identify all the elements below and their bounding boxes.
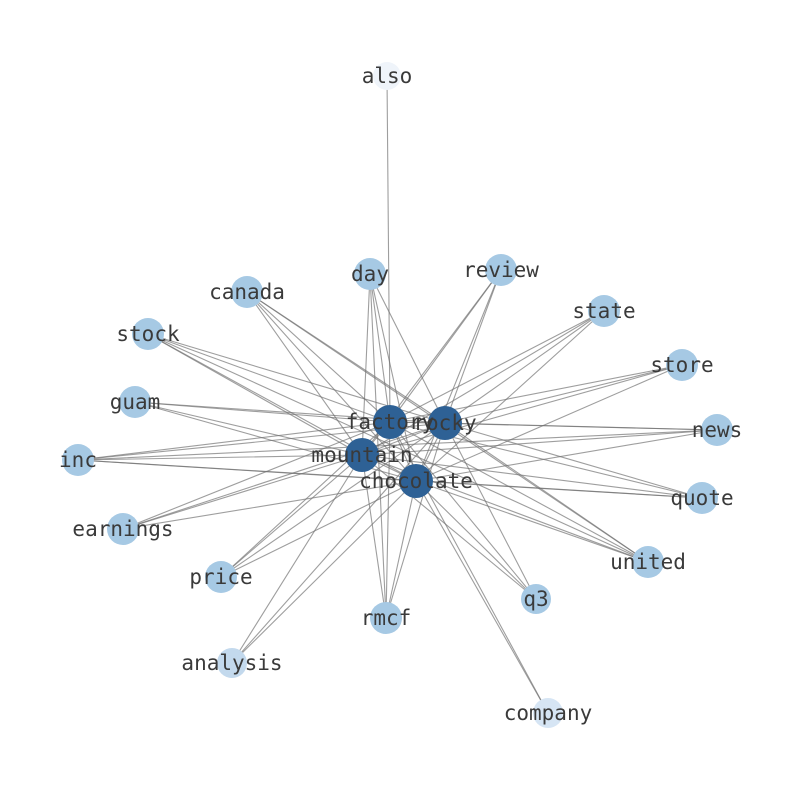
node-factory [373,405,407,439]
edge-price-rocky [220,422,446,578]
edge-news-chocolate [415,429,718,482]
edge-q3-chocolate [415,480,537,600]
node-label-day: day [351,262,389,286]
edge-price-chocolate [220,480,417,578]
edge-inc-quote [77,459,703,499]
node-rocky [428,406,462,440]
node-label-chocolate: chocolate [359,469,473,493]
edge-q3-rocky [444,422,537,600]
edge-canada-factory [246,291,391,423]
edge-earnings-mountain [122,454,363,530]
edge-rmcf-mountain [361,454,387,619]
edge-rmcf-rocky [385,422,446,619]
edge-day-rocky [369,273,446,424]
node-label-inc: inc [59,448,97,472]
node-rmcf [370,602,402,634]
edge-q3-factory [389,421,537,600]
edge-store-rocky [444,364,683,424]
node-label-review: review [463,258,539,282]
node-label-rocky: rocky [413,411,476,435]
edge-analysis-chocolate [231,480,417,664]
edge-review-chocolate [415,269,502,482]
node-store [666,349,698,381]
edge-earnings-rocky [122,422,446,530]
edge-state-rocky [444,310,605,424]
edge-store-chocolate [415,364,683,482]
node-label-canada: canada [209,280,285,304]
edge-rmcf-chocolate [385,480,417,619]
node-quote [686,482,718,514]
node-price [205,561,237,593]
node-mountain [345,438,379,472]
edge-quote-rocky [444,422,703,499]
edge-inc-mountain [77,454,363,461]
node-label-state: state [572,299,635,323]
edge-day-factory [369,273,391,423]
node-label-company: company [504,701,593,725]
node-review [485,254,517,286]
node-analysis [217,648,247,678]
node-chocolate [399,464,433,498]
edge-day-chocolate [369,273,417,482]
node-label-price: price [189,565,252,589]
node-label-stock: stock [116,322,180,346]
node-label-store: store [650,353,713,377]
edge-guam-mountain [134,401,363,456]
node-label-quote: quote [670,486,733,510]
node-guam [119,386,151,418]
node-label-earnings: earnings [72,517,173,541]
labels-layer: also day review canada state stock store guam ne… [59,64,742,725]
edge-store-mountain [361,364,683,456]
edge-company-chocolate [415,480,549,714]
edge-also-factory [386,75,391,423]
node-inc [62,444,94,476]
node-canada [231,276,263,308]
node-label-analysis: analysis [181,651,282,675]
edge-rmcf-factory [385,421,391,619]
node-also [373,62,401,90]
node-stock [132,318,164,350]
node-news [701,414,733,446]
node-label-also: also [362,64,413,88]
edge-news-mountain [361,429,718,456]
node-label-mountain: mountain [311,443,412,467]
node-label-united: united [610,550,686,574]
edges-layer [77,75,718,714]
edge-state-factory [389,310,605,423]
node-label-guam: guam [110,390,161,414]
edge-news-rocky [444,422,718,431]
nodes-layer [62,62,733,728]
edge-inc-news [77,429,718,461]
node-state [588,295,620,327]
node-label-rmcf: rmcf [361,606,412,630]
edge-canada-chocolate [246,291,417,482]
edge-inc-factory [77,421,391,461]
edge-review-rocky [444,269,502,424]
edge-analysis-mountain [231,454,363,664]
edge-analysis-rocky [231,422,446,664]
edge-earnings-factory [122,421,391,530]
edge-stock-factory [147,333,391,423]
node-united [632,546,664,578]
edge-stock-united [147,333,649,563]
node-earnings [107,513,139,545]
node-q3 [521,584,551,614]
node-label-factory: factory [346,410,435,434]
edge-united-factory [389,421,649,563]
edge-state-chocolate [415,310,605,482]
node-label-q3: q3 [523,587,548,611]
node-day [354,258,386,290]
edge-quote-mountain [361,454,703,499]
node-company [533,698,563,728]
edge-united-chocolate [415,480,649,563]
node-label-news: news [692,418,743,442]
